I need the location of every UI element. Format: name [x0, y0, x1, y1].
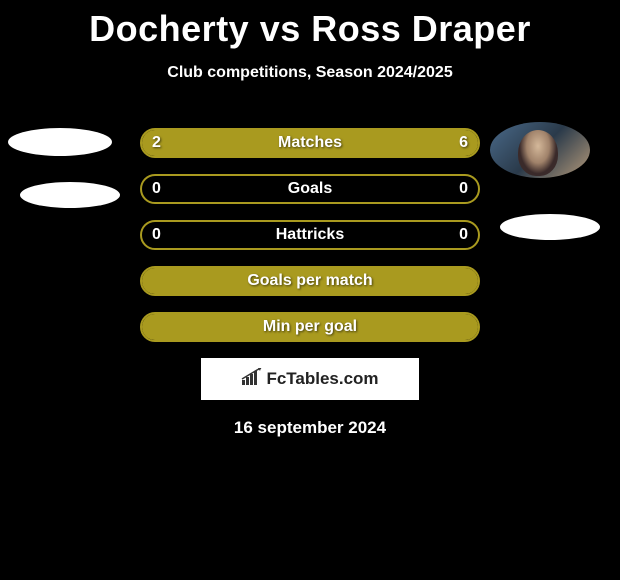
- stat-label: Min per goal: [142, 314, 478, 340]
- stat-value-right: 0: [459, 176, 468, 202]
- stat-row-matches: 2 Matches 6: [140, 128, 480, 158]
- player-right-avatar-1: [490, 122, 590, 178]
- stat-value-right: 6: [459, 130, 468, 156]
- logo-text: FcTables.com: [266, 369, 378, 389]
- player-left-avatar-2: [20, 182, 120, 208]
- stat-label: Goals per match: [142, 268, 478, 294]
- bar-chart-icon: [241, 368, 263, 391]
- stat-row-min-per-goal: Min per goal: [140, 312, 480, 342]
- page-subtitle: Club competitions, Season 2024/2025: [0, 64, 620, 82]
- player-left-avatar-1: [8, 128, 112, 156]
- player-right-avatar-2: [500, 214, 600, 240]
- logo: FcTables.com: [241, 368, 378, 391]
- stat-value-right: 0: [459, 222, 468, 248]
- stat-row-hattricks: 0 Hattricks 0: [140, 220, 480, 250]
- stat-label: Goals: [142, 176, 478, 202]
- comparison-content: 2 Matches 6 0 Goals 0 0 Hattricks 0 Goal…: [0, 128, 620, 438]
- stat-bars: 2 Matches 6 0 Goals 0 0 Hattricks 0 Goal…: [140, 128, 480, 342]
- stat-label: Matches: [142, 130, 478, 156]
- stat-row-goals-per-match: Goals per match: [140, 266, 480, 296]
- stat-label: Hattricks: [142, 222, 478, 248]
- date-label: 16 september 2024: [0, 418, 620, 438]
- stat-row-goals: 0 Goals 0: [140, 174, 480, 204]
- logo-box: FcTables.com: [201, 358, 419, 400]
- page-title: Docherty vs Ross Draper: [0, 0, 620, 50]
